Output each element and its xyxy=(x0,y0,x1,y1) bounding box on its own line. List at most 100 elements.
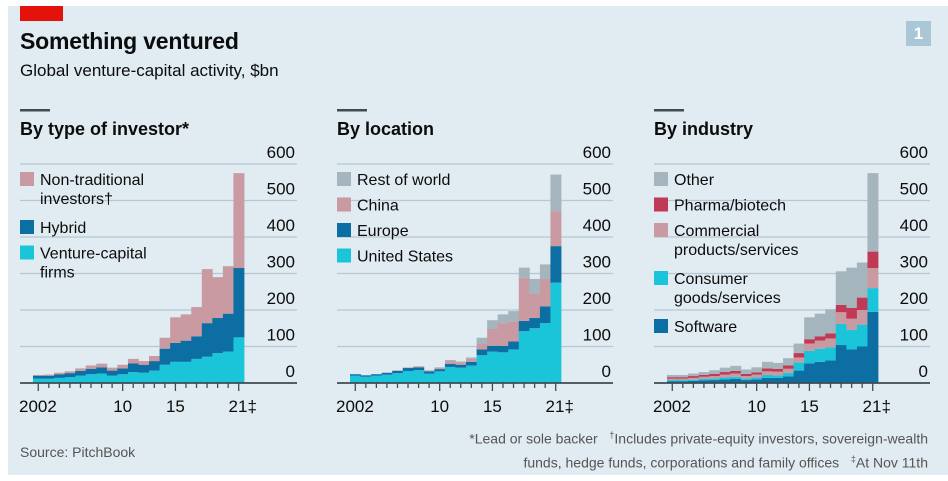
bar-segment xyxy=(191,358,203,383)
bar-segment xyxy=(856,262,868,298)
bar-segment xyxy=(85,368,97,375)
bar-segment xyxy=(350,374,361,376)
bar-segment xyxy=(444,364,456,367)
x-tick-label: 10 xyxy=(747,397,766,416)
bar-segment xyxy=(96,367,108,374)
bar-segment xyxy=(159,348,171,365)
bar-segment xyxy=(667,378,678,381)
legend-swatch xyxy=(20,172,34,186)
bar-segment xyxy=(191,307,203,337)
bar-segment xyxy=(825,338,837,348)
bar-segment xyxy=(529,328,541,383)
bar-segment xyxy=(825,360,837,383)
x-tick-label: 15 xyxy=(800,397,819,416)
bar-segment xyxy=(709,380,721,383)
legend-label: Pharma/biotech xyxy=(674,198,786,215)
bar-segment xyxy=(466,361,477,366)
bar-segment xyxy=(476,355,488,383)
bar-segment xyxy=(835,304,847,313)
bar-segment xyxy=(423,373,435,383)
bar-segment xyxy=(825,309,837,334)
bar-segment xyxy=(761,377,773,383)
legend-swatch xyxy=(20,245,34,260)
bar-segment xyxy=(497,345,509,353)
bar-segment xyxy=(43,378,55,383)
footnote-nontraditional: Includes private-equity investors, sover… xyxy=(614,430,928,447)
bar-segment xyxy=(381,372,393,375)
bar-segment xyxy=(455,362,467,365)
bar-segment xyxy=(487,345,499,352)
chart-panel xyxy=(8,6,948,475)
bar-segment xyxy=(466,357,477,359)
bar-segment xyxy=(698,378,710,381)
x-tick-label: 2002 xyxy=(19,397,57,416)
bar-segment xyxy=(518,267,530,278)
bar-segment xyxy=(43,375,55,379)
bar-segment xyxy=(54,377,66,383)
bar-segment xyxy=(75,375,87,383)
bar-segment xyxy=(350,375,361,383)
bar-segment xyxy=(518,331,530,383)
panel-title: By type of investor* xyxy=(20,119,189,139)
bar-segment xyxy=(667,377,678,379)
legend-label: China xyxy=(357,198,399,215)
bar-segment xyxy=(96,363,108,368)
bar-segment xyxy=(360,375,372,377)
bar-segment xyxy=(825,347,837,361)
bar-segment xyxy=(191,336,203,359)
bar-segment xyxy=(761,374,773,378)
bar-segment xyxy=(740,380,752,383)
bar-segment xyxy=(688,380,700,383)
bar-segment xyxy=(825,333,837,339)
bar-segment xyxy=(371,375,383,383)
bar-segment xyxy=(793,353,805,358)
bar-segment xyxy=(222,266,234,314)
bar-segment xyxy=(856,310,868,325)
y-tick-label: 300 xyxy=(583,253,611,272)
legend-swatch xyxy=(337,172,351,186)
y-tick-label: 0 xyxy=(602,362,611,381)
bar-segment xyxy=(550,282,562,384)
bar-segment xyxy=(127,358,139,364)
bar-segment xyxy=(846,318,858,330)
bar-segment xyxy=(212,318,224,354)
bar-segment xyxy=(814,313,826,337)
bar-segment xyxy=(381,374,393,383)
bar-segment xyxy=(751,367,763,373)
bar-segment xyxy=(201,323,213,357)
bar-segment xyxy=(698,380,710,383)
bar-segment xyxy=(170,342,182,362)
bar-segment xyxy=(751,372,763,375)
legend-swatch xyxy=(654,319,668,333)
bar-segment xyxy=(212,353,224,383)
bar-segment xyxy=(846,267,858,308)
legend-swatch xyxy=(654,197,668,212)
bar-segment xyxy=(846,307,858,319)
x-tick-label: 10 xyxy=(113,397,132,416)
bar-segment xyxy=(677,380,689,382)
bar-segment xyxy=(814,348,826,362)
bar-segment xyxy=(138,372,150,383)
x-tick-label: 21‡ xyxy=(229,397,257,416)
bar-segment xyxy=(413,367,425,371)
y-tick-label: 500 xyxy=(267,180,295,199)
chart-title: Something ventured xyxy=(20,28,239,54)
bar-segment xyxy=(783,365,794,369)
bar-segment xyxy=(360,376,372,384)
bar-segment xyxy=(698,376,710,379)
bar-segment xyxy=(392,373,404,383)
bar-segment xyxy=(222,313,234,352)
bar-segment xyxy=(709,376,721,379)
bar-segment xyxy=(159,337,171,349)
panel-title: By location xyxy=(337,119,434,139)
bar-segment xyxy=(85,365,97,369)
bar-segment xyxy=(751,379,763,383)
bar-segment xyxy=(33,378,44,383)
bar-segment xyxy=(793,357,805,363)
bar-segment xyxy=(730,370,742,374)
bar-segment xyxy=(392,370,404,374)
bar-segment xyxy=(423,370,435,372)
bar-segment xyxy=(867,173,879,252)
bar-segment xyxy=(201,269,213,324)
bar-segment xyxy=(793,343,805,354)
